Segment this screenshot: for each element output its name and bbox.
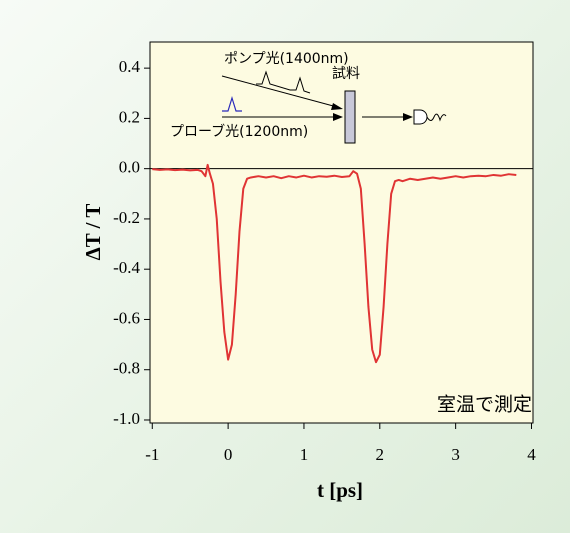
pump-pulses bbox=[256, 70, 311, 94]
x-tick-label: 2 bbox=[376, 445, 385, 464]
probe-label: プローブ光(1200nm) bbox=[170, 123, 308, 140]
x-axis-label: t [ps] bbox=[317, 478, 363, 502]
pump-beam bbox=[221, 75, 338, 108]
arrow-head bbox=[403, 113, 413, 121]
plot-area bbox=[149, 41, 534, 424]
probe-pulse bbox=[222, 95, 242, 112]
x-tick-label: 1 bbox=[300, 445, 309, 464]
x-tick-label: 4 bbox=[527, 445, 536, 464]
y-tick-label: 0.0 bbox=[119, 158, 140, 177]
y-axis-label: ΔT / T bbox=[81, 204, 105, 261]
x-tick-label: 0 bbox=[224, 445, 233, 464]
x-tick-label: -1 bbox=[145, 445, 159, 464]
arrow-head bbox=[333, 113, 343, 121]
pump-label: ポンプ光(1400nm) bbox=[224, 51, 349, 67]
inset-diagram: ポンプ光(1400nm) 試料 プローブ光(1200nm) bbox=[170, 51, 447, 144]
detector bbox=[413, 109, 428, 125]
y-tick-label: -0.8 bbox=[113, 359, 140, 378]
data-line bbox=[152, 163, 517, 364]
y-tick-label: -0.4 bbox=[113, 258, 140, 277]
y-tick-label: -1.0 bbox=[113, 409, 140, 428]
sample-label: 試料 bbox=[332, 66, 360, 82]
y-tick-label: -0.6 bbox=[113, 308, 140, 327]
detector-signal bbox=[426, 113, 447, 122]
arrow-head bbox=[331, 103, 343, 110]
x-tick-label: 3 bbox=[451, 445, 460, 464]
annotation: 室温で測定 bbox=[437, 394, 532, 416]
y-tick-label: 0.2 bbox=[119, 107, 140, 126]
y-tick-label: -0.2 bbox=[113, 208, 140, 227]
sample bbox=[344, 90, 356, 144]
y-tick-label: 0.4 bbox=[119, 57, 141, 76]
